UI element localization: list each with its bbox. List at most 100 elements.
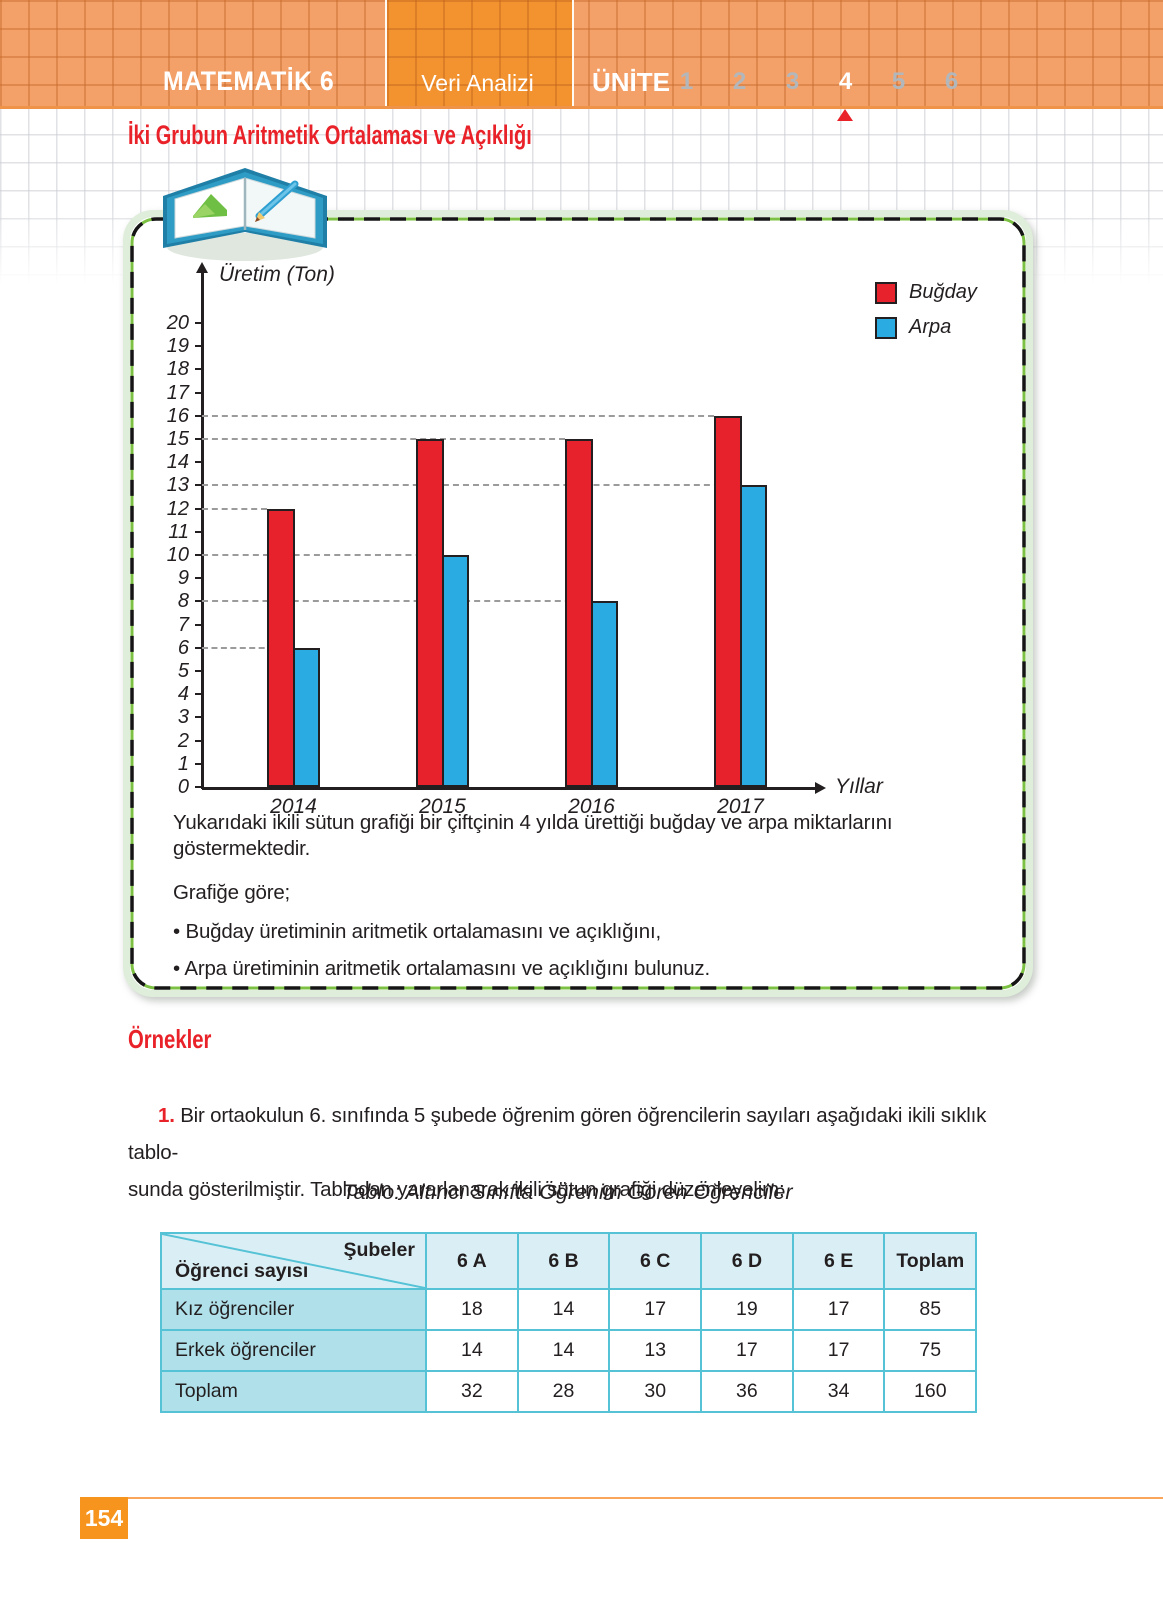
activity-lead: Grafiğe göre; xyxy=(173,881,291,904)
table-cell: 17 xyxy=(791,1288,886,1331)
y-tick-label-16: 16 xyxy=(166,404,189,427)
footer-line xyxy=(80,1497,1163,1499)
table-cell: 32 xyxy=(425,1370,519,1413)
y-tick-7 xyxy=(195,623,202,626)
bar-buğday-2015 xyxy=(416,439,444,787)
table-column-header-6d: 6 D xyxy=(700,1232,794,1290)
table-cell: 28 xyxy=(516,1370,611,1413)
bar-arpa-2014 xyxy=(293,647,320,787)
y-tick-12 xyxy=(195,507,202,510)
y-tick-label-7: 7 xyxy=(177,613,189,636)
y-axis xyxy=(201,272,204,789)
unit-number-3: 3 xyxy=(785,68,800,95)
legend-buğday: Buğday xyxy=(875,281,977,304)
table-cell: 17 xyxy=(608,1288,703,1331)
table-cell: 17 xyxy=(791,1329,886,1372)
book-title: MATEMATİK 6 xyxy=(163,66,335,96)
y-tick-18 xyxy=(195,368,202,371)
y-tick-14 xyxy=(195,461,202,464)
table-cell: 14 xyxy=(516,1329,611,1372)
y-tick-label-19: 19 xyxy=(166,335,189,358)
bar-buğday-2014 xyxy=(267,508,295,787)
table-cell: 36 xyxy=(700,1370,794,1413)
bar-arpa-2017 xyxy=(740,485,767,787)
y-axis-title: Üretim (Ton) xyxy=(219,263,335,286)
unit-number-5: 5 xyxy=(891,68,906,95)
y-axis-arrow-icon xyxy=(196,262,208,273)
table-row: Toplam 32 28 30 36 34 160 xyxy=(160,1370,978,1413)
y-tick-0 xyxy=(195,786,202,788)
table-cell: 34 xyxy=(791,1370,886,1413)
table-cell: 85 xyxy=(883,1288,978,1331)
activity-bullet-2: • Arpa üretiminin aritmetik ortalamasını… xyxy=(173,957,710,980)
y-tick-label-18: 18 xyxy=(166,358,189,381)
y-tick-9 xyxy=(195,577,202,580)
y-tick-label-14: 14 xyxy=(166,451,189,474)
unit-number-1: 1 xyxy=(679,68,694,95)
active-unit-triangle-icon xyxy=(837,109,853,121)
y-tick-17 xyxy=(195,391,202,394)
table-row: Erkek öğrenciler 14 14 13 17 17 75 xyxy=(160,1329,978,1372)
table-column-header-6a: 6 A xyxy=(425,1232,519,1290)
activity-box: 0 1 2 3 4 5 6 7 8 9 10 11 12 13 14 15 16 17 18 19 20 2014 2015… xyxy=(123,210,1033,997)
legend-swatch-buğday xyxy=(875,281,897,304)
unit-number-strip: 1 2 3 4 5 6 xyxy=(660,68,978,96)
y-tick-label-0: 0 xyxy=(177,776,189,798)
gridline-13 xyxy=(202,484,740,487)
y-tick-15 xyxy=(195,438,202,440)
corner-label-columns: Şubeler xyxy=(343,1239,415,1261)
table-caption: Tablo: Altıncı Sınıfta Öğrenim Gören Öğr… xyxy=(342,1180,793,1204)
y-tick-label-13: 13 xyxy=(166,474,189,497)
table-column-header-6c: 6 C xyxy=(608,1232,703,1290)
y-tick-8 xyxy=(195,600,202,603)
legend-swatch-arpa xyxy=(875,316,897,339)
y-tick-label-11: 11 xyxy=(168,520,189,543)
legend-arpa: Arpa xyxy=(875,316,951,339)
example-item: 1. Bir ortaokulun 6. sınıfında 5 şubede … xyxy=(128,1097,1035,1208)
y-tick-16 xyxy=(195,414,202,417)
activity-paragraph: Yukarıdaki ikili sütun grafiği bir çiftç… xyxy=(173,811,893,860)
page-title: İki Grubun Aritmetik Ortalaması ve Açıkl… xyxy=(128,120,532,150)
header-section-block xyxy=(385,0,574,106)
bar-arpa-2016 xyxy=(591,601,618,787)
bar-arpa-2015 xyxy=(442,555,469,787)
gridline-8 xyxy=(202,600,591,603)
x-category-2014: 2014 xyxy=(270,795,317,818)
y-tick-5 xyxy=(195,670,202,672)
example-text-line1: Bir ortaokulun 6. sınıfında 5 şubede öğr… xyxy=(128,1103,987,1164)
legend-label-arpa: Arpa xyxy=(909,316,952,338)
y-tick-label-5: 5 xyxy=(177,660,189,682)
table-cell: 30 xyxy=(608,1370,703,1413)
y-tick-label-17: 17 xyxy=(166,381,189,404)
dashed-border xyxy=(130,217,1026,990)
x-category-2016: 2016 xyxy=(568,795,615,818)
example-text-line2: sunda gösterilmiştir. Tablodan yararlana… xyxy=(128,1177,785,1201)
x-category-2015: 2015 xyxy=(419,795,466,818)
table-row: Kız öğrenciler 18 14 17 19 17 85 xyxy=(160,1288,978,1331)
y-tick-label-10: 10 xyxy=(166,544,189,566)
header-band: MATEMATİK 6 Veri Analizi ÜNİTE 1 2 3 4 5 6 xyxy=(0,0,1163,109)
corner-label-rows: Öğrenci sayısı xyxy=(175,1260,309,1282)
bar-buğday-2016 xyxy=(565,439,593,787)
y-tick-11 xyxy=(195,530,202,533)
x-axis-title: Yıllar xyxy=(835,775,883,798)
y-tick-label-2: 2 xyxy=(177,729,189,752)
y-tick-4 xyxy=(195,693,202,696)
y-tick-20 xyxy=(195,322,202,324)
y-tick-label-1: 1 xyxy=(177,752,189,775)
open-book-icon xyxy=(163,168,327,261)
y-tick-label-20: 20 xyxy=(166,312,189,334)
x-category-2017: 2017 xyxy=(717,795,764,818)
y-tick-label-6: 6 xyxy=(177,636,189,659)
gridline-6 xyxy=(202,646,293,649)
table-cell: 14 xyxy=(425,1329,519,1372)
x-axis xyxy=(202,787,815,790)
y-tick-label-4: 4 xyxy=(177,683,189,706)
table-corner-cell: Şubeler Öğrenci sayısı xyxy=(160,1232,427,1290)
table-column-header-6b: 6 B xyxy=(516,1232,611,1290)
table-cell: 14 xyxy=(516,1288,611,1331)
activity-bullet-1: • Buğday üretiminin aritmetik ortalaması… xyxy=(173,920,661,943)
example-number: 1. xyxy=(158,1103,175,1127)
